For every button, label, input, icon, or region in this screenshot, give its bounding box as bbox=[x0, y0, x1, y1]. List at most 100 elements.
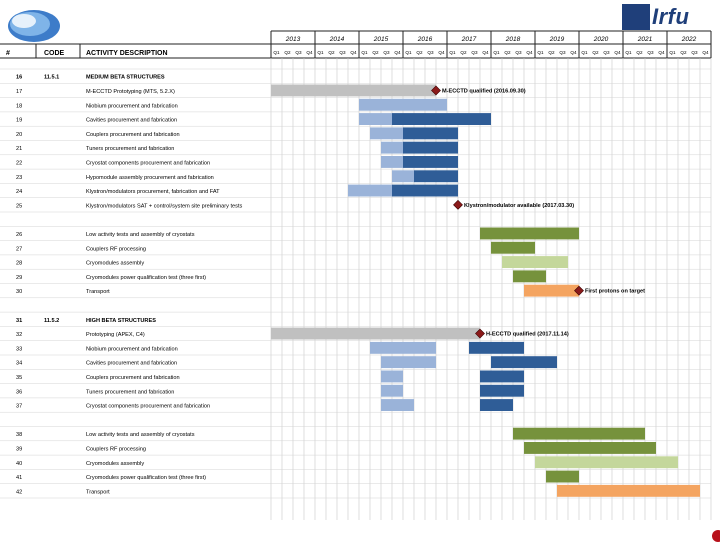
year-label: 2018 bbox=[505, 36, 521, 43]
gantt-bar bbox=[370, 127, 403, 140]
gantt-bar bbox=[480, 384, 524, 397]
row-description: Couplers RF processing bbox=[86, 447, 146, 453]
row-description: Niobium procurement and fabrication bbox=[86, 346, 178, 352]
milestone-diamond bbox=[453, 199, 463, 210]
row-description: HIGH BETA STRUCTURES bbox=[86, 318, 156, 324]
irfu-logo-mark bbox=[622, 4, 650, 30]
gantt-bar bbox=[535, 456, 678, 469]
row-id: 28 bbox=[16, 261, 22, 267]
gantt-bar bbox=[381, 384, 403, 397]
gantt-bar bbox=[348, 184, 392, 197]
row-id: 39 bbox=[16, 447, 22, 453]
gantt-bar bbox=[524, 442, 656, 454]
gantt-bar bbox=[502, 256, 568, 268]
row-description: Cryomodules power qualification test (th… bbox=[86, 475, 206, 481]
row-id: 34 bbox=[16, 361, 22, 367]
quarter-label: Q4 bbox=[702, 50, 709, 55]
gantt-bar bbox=[480, 227, 579, 240]
row-id: 42 bbox=[16, 489, 22, 495]
quarter-label: Q4 bbox=[614, 50, 621, 55]
year-label: 2019 bbox=[549, 36, 565, 43]
row-id: 17 bbox=[16, 89, 22, 95]
row-description: Couplers procurement and fabrication bbox=[86, 132, 180, 138]
row-description: Cavities procurement and fabrication bbox=[86, 118, 177, 124]
row-id: 30 bbox=[16, 289, 22, 295]
gantt-bar bbox=[480, 370, 524, 383]
row-id: 36 bbox=[16, 389, 22, 395]
quarter-label: Q3 bbox=[603, 50, 610, 55]
quarter-label: Q1 bbox=[581, 50, 588, 55]
gantt-bar bbox=[359, 98, 447, 111]
milestone-diamond bbox=[574, 285, 584, 296]
row-description: Couplers RF processing bbox=[86, 246, 146, 252]
quarter-label: Q2 bbox=[328, 50, 335, 55]
quarter-label: Q2 bbox=[504, 50, 511, 55]
gantt-bar bbox=[403, 127, 458, 140]
quarter-label: Q2 bbox=[416, 50, 423, 55]
quarter-label: Q3 bbox=[691, 50, 698, 55]
row-description: Cryomodules assembly bbox=[86, 461, 144, 467]
quarter-label: Q3 bbox=[559, 50, 566, 55]
row-description: Cavities procurement and fabrication bbox=[86, 361, 177, 367]
row-id: 24 bbox=[16, 189, 22, 195]
year-label: 2022 bbox=[681, 36, 697, 43]
row-description: Transport bbox=[86, 489, 110, 495]
gantt-bar bbox=[381, 141, 403, 154]
row-description: Low activity tests and assembly of cryos… bbox=[86, 232, 195, 238]
row-id: 40 bbox=[16, 461, 22, 467]
row-id: 37 bbox=[16, 404, 22, 410]
gantt-bar bbox=[403, 156, 458, 168]
row-code: 11.5.1 bbox=[44, 75, 59, 81]
gantt-bar bbox=[403, 141, 458, 154]
row-id: 29 bbox=[16, 275, 22, 281]
quarter-label: Q1 bbox=[669, 50, 676, 55]
quarter-label: Q4 bbox=[306, 50, 313, 55]
row-description: Hypomodule assembly procurement and fabr… bbox=[86, 175, 214, 181]
quarter-label: Q1 bbox=[493, 50, 500, 55]
row-description: Low activity tests and assembly of cryos… bbox=[86, 432, 195, 438]
milestone-label: First protons on target bbox=[585, 289, 645, 295]
year-label: 2013 bbox=[285, 36, 301, 43]
row-id: 25 bbox=[16, 203, 22, 209]
row-description: Tuners procurement and fabrication bbox=[86, 389, 174, 395]
row-id: 41 bbox=[16, 475, 22, 481]
gantt-bar bbox=[491, 241, 535, 254]
row-description: Cryostat components procurement and fabr… bbox=[86, 161, 210, 167]
year-label: 2020 bbox=[593, 36, 609, 43]
gantt-bar bbox=[546, 470, 579, 483]
milestone-diamond bbox=[431, 85, 441, 96]
gantt-bar bbox=[381, 399, 414, 411]
left-logo bbox=[4, 4, 64, 49]
row-id: 18 bbox=[16, 103, 22, 109]
irfu-logo: Irfu bbox=[622, 4, 716, 32]
quarter-label: Q2 bbox=[460, 50, 467, 55]
quarter-label: Q2 bbox=[284, 50, 291, 55]
row-description: Cryostat components procurement and fabr… bbox=[86, 404, 210, 410]
quarter-label: Q4 bbox=[438, 50, 445, 55]
gantt-bar bbox=[359, 113, 392, 125]
quarter-label: Q2 bbox=[636, 50, 643, 55]
quarter-label: Q4 bbox=[570, 50, 577, 55]
gantt-bar bbox=[271, 327, 480, 340]
quarter-label: Q1 bbox=[361, 50, 368, 55]
row-id: 21 bbox=[16, 146, 22, 152]
row-id: 27 bbox=[16, 246, 22, 252]
col-id-header: # bbox=[6, 50, 10, 57]
milestone-label: H-ECCTD qualified (2017.11.14) bbox=[486, 332, 569, 338]
row-id: 38 bbox=[16, 432, 22, 438]
gantt-bar bbox=[381, 356, 436, 369]
row-id: 31 bbox=[16, 318, 22, 324]
gantt-bar bbox=[491, 356, 557, 369]
gantt-bar bbox=[392, 184, 458, 197]
row-description: Niobium procurement and fabrication bbox=[86, 103, 178, 109]
quarter-label: Q1 bbox=[405, 50, 412, 55]
quarter-label: Q3 bbox=[383, 50, 390, 55]
row-description: MEDIUM BETA STRUCTURES bbox=[86, 75, 165, 81]
gantt-bar bbox=[480, 399, 513, 411]
milestone-label: M-ECCTD qualified (2016.09.30) bbox=[442, 88, 526, 94]
row-id: 16 bbox=[16, 75, 22, 81]
year-label: 2015 bbox=[373, 36, 389, 43]
gantt-bar bbox=[524, 284, 579, 297]
quarter-label: Q1 bbox=[449, 50, 456, 55]
